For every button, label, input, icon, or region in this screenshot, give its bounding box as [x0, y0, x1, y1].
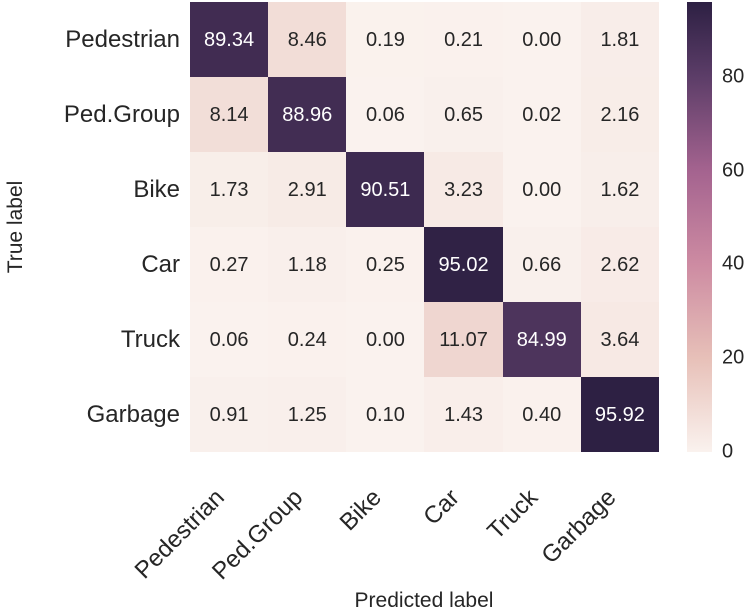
heatmap-cell: 88.96: [268, 77, 347, 152]
heatmap-grid: 89.34 8.46 0.19 0.21 0.00 1.81 8.14 88.96 0.06 0.…: [190, 2, 659, 452]
heatmap-cell: 2.62: [580, 227, 659, 302]
heatmap-cell: 90.51: [346, 152, 425, 227]
heatmap-cell: 1.43: [424, 377, 503, 452]
y-tick-label: Pedestrian: [65, 25, 180, 53]
heatmap-cell: 0.25: [346, 227, 425, 302]
x-tick-label: Car: [418, 484, 465, 531]
heatmap-cell: 11.07: [424, 302, 503, 377]
heatmap-cell: 0.06: [346, 77, 425, 152]
heatmap-cell: 0.06: [190, 302, 269, 377]
heatmap-cell: 0.19: [346, 2, 425, 77]
heatmap-cell: 2.16: [580, 77, 659, 152]
heatmap-cell: 0.00: [502, 152, 581, 227]
heatmap-cell: 1.62: [580, 152, 659, 227]
colorbar-tick-label: 20: [722, 346, 745, 369]
heatmap-cell: 84.99: [502, 302, 581, 377]
heatmap-cell: 95.02: [424, 227, 503, 302]
colorbar: [687, 2, 712, 452]
heatmap-cell: 0.91: [190, 377, 269, 452]
heatmap-cell: 1.81: [580, 2, 659, 77]
x-tick-label: Bike: [334, 484, 387, 537]
y-axis-label: True label: [4, 180, 27, 274]
heatmap-cell: 1.25: [268, 377, 347, 452]
x-tick-label: Truck: [481, 484, 543, 545]
heatmap-cell: 89.34: [190, 2, 269, 77]
colorbar-tick-label: 0: [722, 440, 734, 463]
heatmap-cell: 0.65: [424, 77, 503, 152]
heatmap-cell: 1.18: [268, 227, 347, 302]
heatmap-cell: 1.73: [190, 152, 269, 227]
heatmap-cell: 2.91: [268, 152, 347, 227]
heatmap-cell: 3.23: [424, 152, 503, 227]
y-tick-label: Bike: [133, 175, 180, 203]
heatmap-cell: 0.27: [190, 227, 269, 302]
heatmap-cell: 8.14: [190, 77, 269, 152]
heatmap-cell: 0.00: [346, 302, 425, 377]
y-tick-label: Garbage: [86, 400, 180, 428]
colorbar-tick-label: 60: [722, 159, 745, 181]
heatmap-cell: 0.24: [268, 302, 347, 377]
y-tick-label: Truck: [120, 325, 180, 353]
heatmap-cell: 0.21: [424, 2, 503, 77]
heatmap-cell: 8.46: [268, 2, 347, 77]
heatmap-cell: 95.92: [580, 377, 659, 452]
x-tick-label: Garbage: [535, 484, 622, 570]
colorbar-tick-label: 80: [722, 65, 745, 88]
heatmap-cell: 0.40: [502, 377, 581, 452]
y-tick-label: Ped.Group: [63, 100, 180, 128]
heatmap-cell: 0.00: [502, 2, 581, 77]
colorbar-tick-label: 40: [722, 252, 745, 275]
heatmap-cell: 3.64: [580, 302, 659, 377]
heatmap-cell: 0.66: [502, 227, 581, 302]
y-tick-label: Car: [141, 250, 180, 278]
x-axis-label: Predicted label: [354, 589, 494, 612]
heatmap-cell: 0.02: [502, 77, 581, 152]
heatmap-cell: 0.10: [346, 377, 425, 452]
